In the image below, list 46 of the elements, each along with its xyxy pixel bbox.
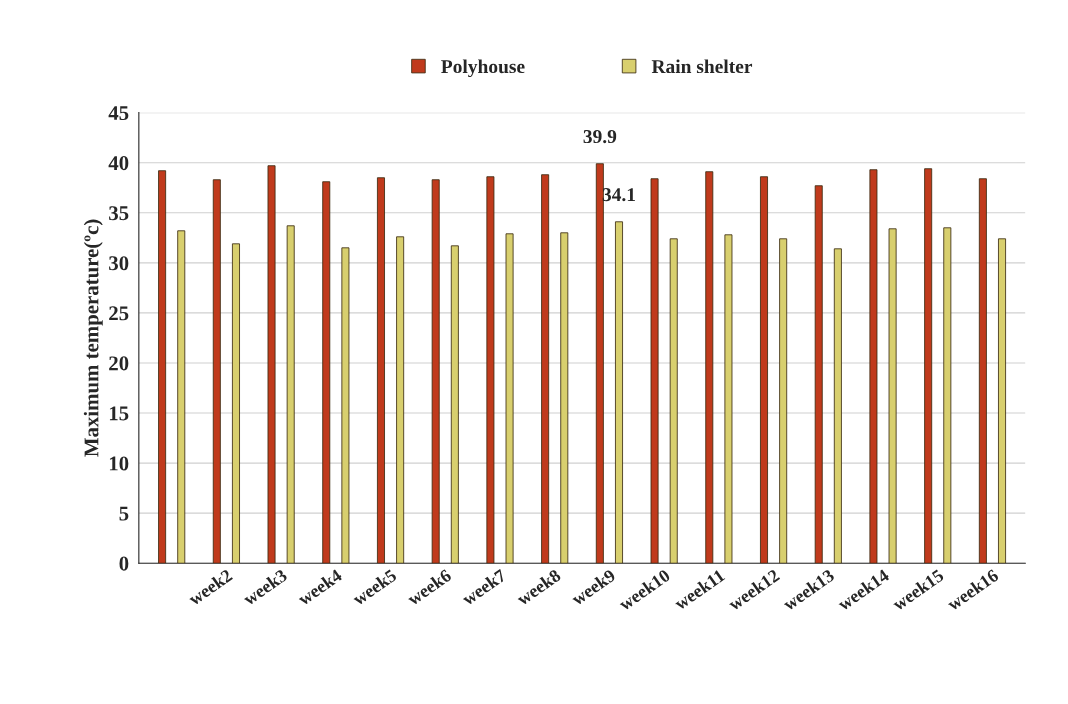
bar bbox=[212, 179, 221, 564]
bar bbox=[978, 178, 987, 564]
bar bbox=[486, 176, 495, 564]
bar bbox=[267, 165, 276, 564]
bar bbox=[888, 228, 897, 564]
bar bbox=[869, 169, 878, 564]
y-tick-label: 45 bbox=[108, 106, 129, 121]
bar bbox=[595, 163, 604, 564]
bar bbox=[779, 238, 788, 564]
y-tick-label: 0 bbox=[119, 556, 129, 571]
bar bbox=[924, 168, 933, 564]
bar bbox=[341, 247, 350, 564]
y-tick-label: 30 bbox=[109, 256, 129, 271]
bar bbox=[450, 245, 459, 564]
y-tick-label: 15 bbox=[109, 406, 129, 421]
y-tick-label: 5 bbox=[119, 506, 129, 521]
y-tick-label: 40 bbox=[108, 156, 129, 171]
bar bbox=[286, 225, 295, 564]
y-tick-label: 35 bbox=[109, 206, 129, 221]
legend-label: Polyhouse bbox=[441, 59, 525, 78]
bar bbox=[231, 243, 240, 564]
bar bbox=[669, 238, 678, 564]
y-tick-label: 20 bbox=[109, 356, 129, 371]
bar bbox=[431, 179, 440, 564]
bar bbox=[505, 233, 514, 564]
legend-label: Rain shelter bbox=[651, 59, 753, 74]
bar bbox=[541, 174, 550, 564]
bar bbox=[650, 178, 659, 564]
bar bbox=[376, 177, 385, 564]
y-tick-label: 25 bbox=[109, 306, 129, 321]
bar bbox=[560, 232, 569, 564]
bar bbox=[158, 170, 167, 564]
bar bbox=[814, 185, 823, 564]
bar bbox=[998, 238, 1006, 564]
bar bbox=[177, 230, 186, 564]
bar bbox=[724, 234, 733, 564]
y-axis-title: Maximum temperature(ºc) bbox=[83, 219, 103, 457]
bar bbox=[833, 248, 842, 564]
bar bbox=[396, 236, 405, 564]
bar bbox=[705, 171, 714, 564]
bar bbox=[760, 176, 768, 564]
data-label: 39.9 bbox=[583, 130, 617, 144]
bar bbox=[943, 227, 952, 564]
bar bbox=[322, 181, 331, 564]
bar bbox=[615, 221, 623, 564]
y-tick-label: 10 bbox=[109, 456, 129, 471]
